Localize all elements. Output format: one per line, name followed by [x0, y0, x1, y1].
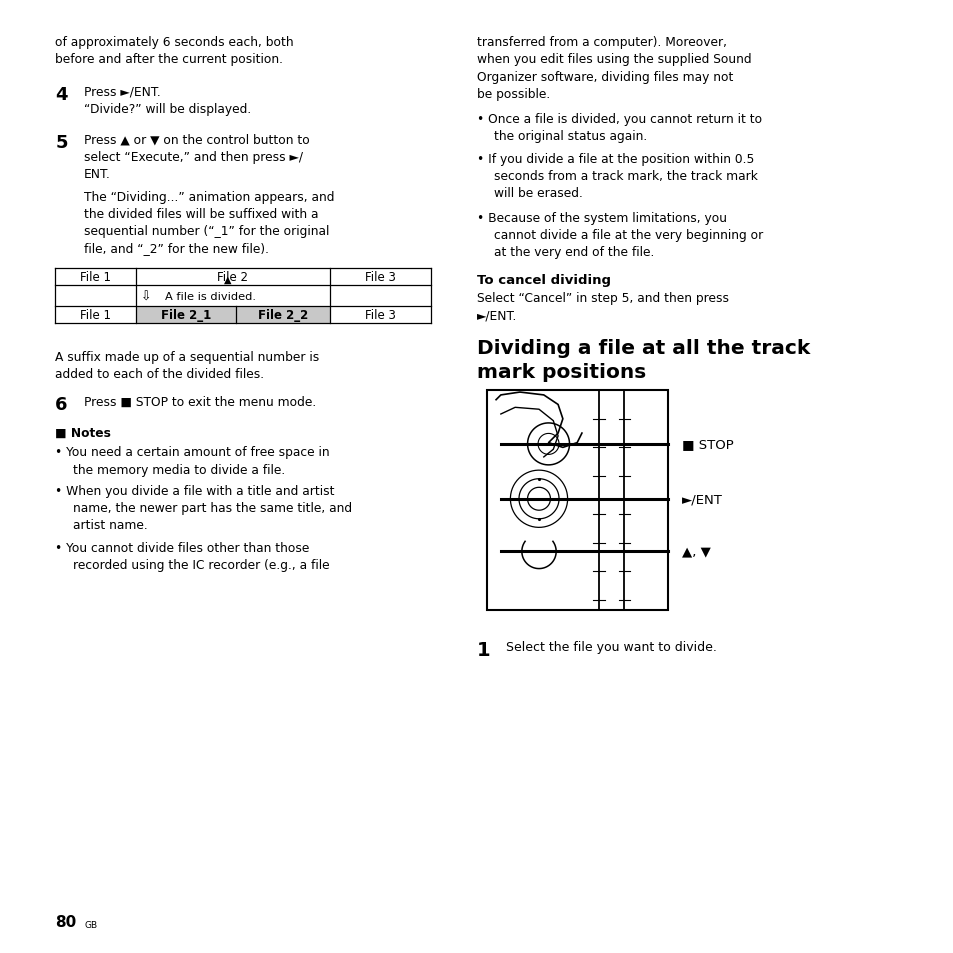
Text: 6: 6 — [55, 395, 68, 414]
Text: File 2_1: File 2_1 — [161, 309, 211, 322]
Text: The “Dividing...” animation appears, and: The “Dividing...” animation appears, and — [84, 191, 335, 204]
Text: A file is divided.: A file is divided. — [165, 292, 255, 301]
Text: • When you divide a file with a title and artist: • When you divide a file with a title an… — [55, 484, 335, 497]
Text: GB: GB — [85, 921, 98, 929]
Text: “Divide?” will be displayed.: “Divide?” will be displayed. — [84, 103, 251, 116]
Text: cannot divide a file at the very beginning or: cannot divide a file at the very beginni… — [494, 229, 762, 242]
Text: transferred from a computer). Moreover,: transferred from a computer). Moreover, — [476, 36, 726, 50]
Text: file, and “_2” for the new file).: file, and “_2” for the new file). — [84, 242, 269, 255]
Text: 1: 1 — [476, 640, 490, 659]
Text: select “Execute,” and then press ►/: select “Execute,” and then press ►/ — [84, 151, 303, 164]
Text: • Because of the system limitations, you: • Because of the system limitations, you — [476, 212, 726, 225]
Text: at the very end of the file.: at the very end of the file. — [494, 246, 654, 259]
Text: name, the newer part has the same title, and: name, the newer part has the same title,… — [72, 501, 352, 515]
Text: be possible.: be possible. — [476, 88, 550, 101]
Text: File 3: File 3 — [365, 271, 395, 284]
Text: sequential number (“_1” for the original: sequential number (“_1” for the original — [84, 225, 329, 238]
Text: Press ▲ or ▼ on the control button to: Press ▲ or ▼ on the control button to — [84, 133, 310, 147]
Text: ⇩: ⇩ — [141, 290, 152, 303]
Text: ▲, ▼: ▲, ▼ — [681, 545, 710, 558]
Text: the original status again.: the original status again. — [494, 130, 647, 143]
Text: Dividing a file at all the track: Dividing a file at all the track — [476, 338, 809, 357]
Text: File 3: File 3 — [365, 309, 395, 322]
Text: ►/ENT: ►/ENT — [681, 493, 722, 505]
Text: ■ STOP: ■ STOP — [681, 437, 733, 451]
Text: the memory media to divide a file.: the memory media to divide a file. — [72, 463, 284, 476]
Text: ►/ENT.: ►/ENT. — [476, 309, 517, 322]
Text: mark positions: mark positions — [476, 362, 645, 381]
Text: Select “Cancel” in step 5, and then press: Select “Cancel” in step 5, and then pres… — [476, 292, 728, 305]
Text: 5: 5 — [55, 133, 68, 152]
Text: Organizer software, dividing files may not: Organizer software, dividing files may n… — [476, 71, 733, 84]
Text: 4: 4 — [55, 86, 68, 104]
Text: of approximately 6 seconds each, both: of approximately 6 seconds each, both — [55, 36, 294, 50]
Text: when you edit files using the supplied Sound: when you edit files using the supplied S… — [476, 53, 751, 67]
Text: before and after the current position.: before and after the current position. — [55, 53, 283, 67]
Text: File 1: File 1 — [80, 271, 112, 284]
Text: added to each of the divided files.: added to each of the divided files. — [55, 368, 264, 381]
Text: File 1: File 1 — [80, 309, 112, 322]
Text: Press ■ STOP to exit the menu mode.: Press ■ STOP to exit the menu mode. — [84, 395, 315, 409]
Text: To cancel dividing: To cancel dividing — [476, 274, 610, 287]
Text: File 2_2: File 2_2 — [257, 309, 308, 322]
Text: • If you divide a file at the position within 0.5: • If you divide a file at the position w… — [476, 152, 754, 166]
Text: Select the file you want to divide.: Select the file you want to divide. — [505, 640, 716, 654]
Text: the divided files will be suffixed with a: the divided files will be suffixed with … — [84, 208, 318, 221]
Text: • Once a file is divided, you cannot return it to: • Once a file is divided, you cannot ret… — [476, 112, 761, 126]
Text: ▲: ▲ — [224, 275, 232, 285]
Text: ■ Notes: ■ Notes — [55, 426, 112, 439]
Text: ENT.: ENT. — [84, 168, 111, 181]
Text: seconds from a track mark, the track mark: seconds from a track mark, the track mar… — [494, 170, 758, 183]
Text: Press ►/ENT.: Press ►/ENT. — [84, 86, 160, 99]
Text: • You need a certain amount of free space in: • You need a certain amount of free spac… — [55, 446, 330, 459]
Text: • You cannot divide files other than those: • You cannot divide files other than tho… — [55, 541, 310, 555]
Text: 80: 80 — [55, 914, 76, 929]
Bar — [486, 391, 667, 610]
Text: recorded using the IC recorder (e.g., a file: recorded using the IC recorder (e.g., a … — [72, 558, 329, 572]
Bar — [136, 307, 330, 324]
Text: File 2: File 2 — [217, 271, 248, 284]
Text: will be erased.: will be erased. — [494, 187, 582, 200]
Text: A suffix made up of a sequential number is: A suffix made up of a sequential number … — [55, 351, 319, 364]
Text: artist name.: artist name. — [72, 518, 147, 532]
